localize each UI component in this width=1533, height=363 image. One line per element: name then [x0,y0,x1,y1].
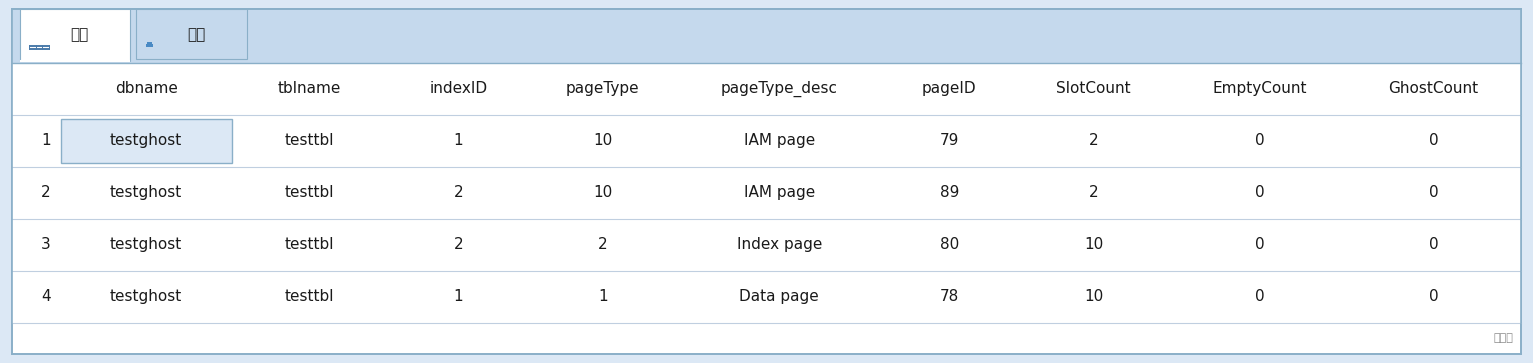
Text: 10: 10 [593,185,613,200]
Text: Data page: Data page [739,289,819,304]
Text: 1: 1 [454,289,463,304]
Bar [12,63,1521,115]
Text: 1: 1 [454,133,463,148]
Text: 讯息: 讯息 [187,27,205,42]
Text: 80: 80 [940,237,958,252]
Text: 0: 0 [1254,237,1265,252]
Text: 2: 2 [41,185,51,200]
Text: 0: 0 [1254,289,1265,304]
Bar [12,219,1521,271]
Bar [12,167,1521,219]
Bar [60,119,231,163]
Text: Index page: Index page [736,237,822,252]
Text: 0: 0 [1429,185,1438,200]
Text: testtbl: testtbl [285,237,334,252]
Text: 0: 0 [1429,237,1438,252]
Text: 结果: 结果 [71,27,89,42]
Text: dbname: dbname [115,81,178,96]
Text: 0: 0 [1429,133,1438,148]
Text: 0: 0 [1254,133,1265,148]
Text: IAM page: IAM page [744,133,816,148]
Bar [12,115,1521,167]
Bar [147,42,152,44]
Text: IAM page: IAM page [744,185,816,200]
Text: 2: 2 [1088,133,1099,148]
Text: 2: 2 [454,185,463,200]
Text: 1: 1 [41,133,51,148]
Text: 79: 79 [940,133,960,148]
Text: 2: 2 [598,237,607,252]
Text: testghost: testghost [110,185,182,200]
Text: testghost: testghost [110,289,182,304]
Text: 10: 10 [1084,289,1104,304]
Text: indexID: indexID [429,81,487,96]
Text: tblname: tblname [277,81,342,96]
Bar [146,44,153,47]
Text: 1: 1 [598,289,607,304]
Text: pageID: pageID [921,81,977,96]
Text: pageType: pageType [566,81,639,96]
Text: 10: 10 [593,133,613,148]
Text: 2: 2 [1088,185,1099,200]
Text: pageType_desc: pageType_desc [721,81,837,97]
Text: 0: 0 [1429,289,1438,304]
Bar [12,271,1521,323]
Text: 0: 0 [1254,185,1265,200]
Text: 78: 78 [940,289,958,304]
Bar [12,9,1521,63]
Text: 亿速云: 亿速云 [1493,333,1513,343]
Text: EmptyCount: EmptyCount [1213,81,1306,96]
Text: 4: 4 [41,289,51,304]
Text: GhostCount: GhostCount [1389,81,1479,96]
Text: testtbl: testtbl [285,133,334,148]
Text: testtbl: testtbl [285,289,334,304]
Text: testghost: testghost [110,237,182,252]
Bar [136,9,247,59]
Text: testghost: testghost [110,133,182,148]
Text: 2: 2 [454,237,463,252]
Text: 10: 10 [1084,237,1104,252]
Text: SlotCount: SlotCount [1056,81,1131,96]
Text: 3: 3 [41,237,51,252]
Text: testtbl: testtbl [285,185,334,200]
Bar [20,9,130,61]
Text: 89: 89 [940,185,960,200]
